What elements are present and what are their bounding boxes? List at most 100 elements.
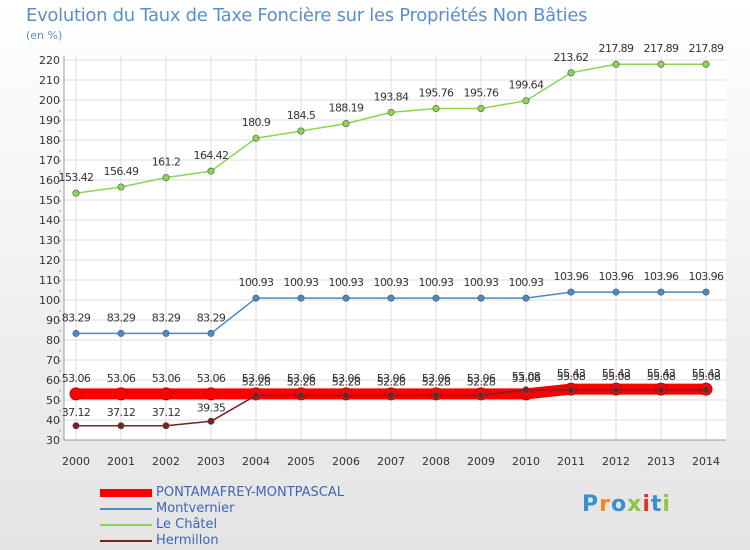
data-label-pontamafrey: 53.06 <box>62 372 91 385</box>
data-point-hermillon <box>612 386 620 394</box>
data-label-le-chatel: 217.89 <box>599 42 634 55</box>
y-axis-unit-label: (en %) <box>26 29 63 42</box>
data-point-pontamafrey <box>204 387 218 401</box>
data-point-hermillon <box>387 391 395 399</box>
data-label-pontamafrey: 53.06 <box>332 372 361 385</box>
data-point-hermillon <box>477 391 485 399</box>
data-label-hermillon: 52.28 <box>287 375 316 388</box>
data-point-hermillon <box>567 386 575 394</box>
data-point-hermillon <box>657 386 665 394</box>
y-tick-label: 210 <box>39 74 60 87</box>
y-tick-label: 90 <box>46 314 60 327</box>
x-tick-label: 2014 <box>692 455 720 468</box>
data-point-le-chatel <box>477 104 485 112</box>
data-label-hermillon: 55.08 <box>602 370 631 383</box>
x-tick-label: 2012 <box>602 455 630 468</box>
data-label-le-chatel: 217.89 <box>689 42 724 55</box>
y-tick-label: 140 <box>39 214 60 227</box>
data-label-hermillon: 39.35 <box>197 401 226 414</box>
data-point-le-chatel <box>387 108 395 116</box>
data-label-le-chatel: 193.84 <box>374 90 409 103</box>
data-point-hermillon <box>297 391 305 399</box>
legend-swatch-pontamafrey <box>100 489 152 497</box>
data-label-montvernier: 83.29 <box>152 311 181 324</box>
x-tick-label: 2004 <box>242 455 270 468</box>
logo-letter: x <box>627 492 643 517</box>
data-label-le-chatel: 213.62 <box>554 51 589 64</box>
data-point-hermillon <box>117 422 125 430</box>
data-label-le-chatel: 161.2 <box>152 156 181 169</box>
data-point-montvernier <box>522 294 530 302</box>
data-label-le-chatel: 199.64 <box>509 79 544 92</box>
y-tick-label: 100 <box>39 294 60 307</box>
y-tick-label: 110 <box>39 274 60 287</box>
y-tick-label: 170 <box>39 154 60 167</box>
data-label-hermillon: 37.12 <box>152 406 181 419</box>
x-tick-label: 2007 <box>377 455 405 468</box>
data-label-le-chatel: 156.49 <box>104 165 139 178</box>
data-label-pontamafrey: 53.06 <box>377 372 406 385</box>
data-label-pontamafrey: 53.06 <box>467 372 496 385</box>
y-tick-label: 200 <box>39 94 60 107</box>
x-tick-label: 2006 <box>332 455 360 468</box>
y-tick-label: 180 <box>39 134 60 147</box>
data-label-montvernier: 83.29 <box>62 311 91 324</box>
data-point-le-chatel <box>252 134 260 142</box>
legend-label-hermillon: Hermillon <box>156 533 219 548</box>
y-tick-label: 220 <box>39 54 60 67</box>
data-label-hermillon: 52.28 <box>377 375 406 388</box>
data-point-pontamafrey <box>69 387 83 401</box>
data-label-montvernier: 103.96 <box>644 270 679 283</box>
y-tick-label: 50 <box>46 394 60 407</box>
y-tick-label: 80 <box>46 334 60 347</box>
data-point-hermillon <box>162 422 170 430</box>
y-tick-label: 70 <box>46 354 60 367</box>
data-label-montvernier: 100.93 <box>329 276 364 289</box>
data-label-hermillon: 52.28 <box>242 375 271 388</box>
legend-swatch-hermillon <box>100 540 152 542</box>
data-label-montvernier: 83.29 <box>197 311 226 324</box>
data-label-montvernier: 100.93 <box>464 276 499 289</box>
data-label-pontamafrey: 53.06 <box>152 372 181 385</box>
data-point-montvernier <box>252 294 260 302</box>
x-tick-label: 2010 <box>512 455 540 468</box>
logo-letter: t <box>650 492 663 517</box>
logo-letter: P <box>582 492 600 517</box>
data-label-montvernier: 100.93 <box>284 276 319 289</box>
data-label-pontamafrey: 55.43 <box>647 367 676 380</box>
data-label-pontamafrey: 55.43 <box>557 367 586 380</box>
logo-letter: o <box>610 492 628 517</box>
data-label-hermillon: 55.08 <box>692 370 721 383</box>
data-label-montvernier: 83.29 <box>107 311 136 324</box>
x-tick-label: 2009 <box>467 455 495 468</box>
data-point-le-chatel <box>162 174 170 182</box>
data-point-le-chatel <box>702 60 710 68</box>
data-label-hermillon: 52.28 <box>467 375 496 388</box>
data-label-pontamafrey: 55.43 <box>602 367 631 380</box>
data-label-montvernier: 100.93 <box>374 276 409 289</box>
data-label-montvernier: 100.93 <box>419 276 454 289</box>
data-label-le-chatel: 195.76 <box>419 86 454 99</box>
data-point-hermillon <box>432 391 440 399</box>
logo-letter: i <box>662 492 671 517</box>
data-point-hermillon <box>252 391 260 399</box>
data-point-le-chatel <box>567 69 575 77</box>
data-label-pontamafrey: 53.06 <box>422 372 451 385</box>
y-tick-label: 40 <box>46 414 60 427</box>
x-tick-label: 2005 <box>287 455 315 468</box>
data-label-montvernier: 100.93 <box>239 276 274 289</box>
logo-letter: i <box>642 492 651 517</box>
data-label-hermillon: 55.08 <box>512 370 541 383</box>
data-label-pontamafrey: 55.43 <box>692 367 721 380</box>
data-label-pontamafrey: 53.06 <box>287 372 316 385</box>
y-tick-label: 190 <box>39 114 60 127</box>
data-label-pontamafrey: 53.06 <box>512 372 541 385</box>
data-point-montvernier <box>387 294 395 302</box>
data-label-montvernier: 103.96 <box>554 270 589 283</box>
proxiti-logo: Proxiti <box>582 492 671 517</box>
y-tick-label: 150 <box>39 194 60 207</box>
y-tick-label: 120 <box>39 254 60 267</box>
data-point-montvernier <box>117 329 125 337</box>
x-tick-label: 2000 <box>62 455 90 468</box>
